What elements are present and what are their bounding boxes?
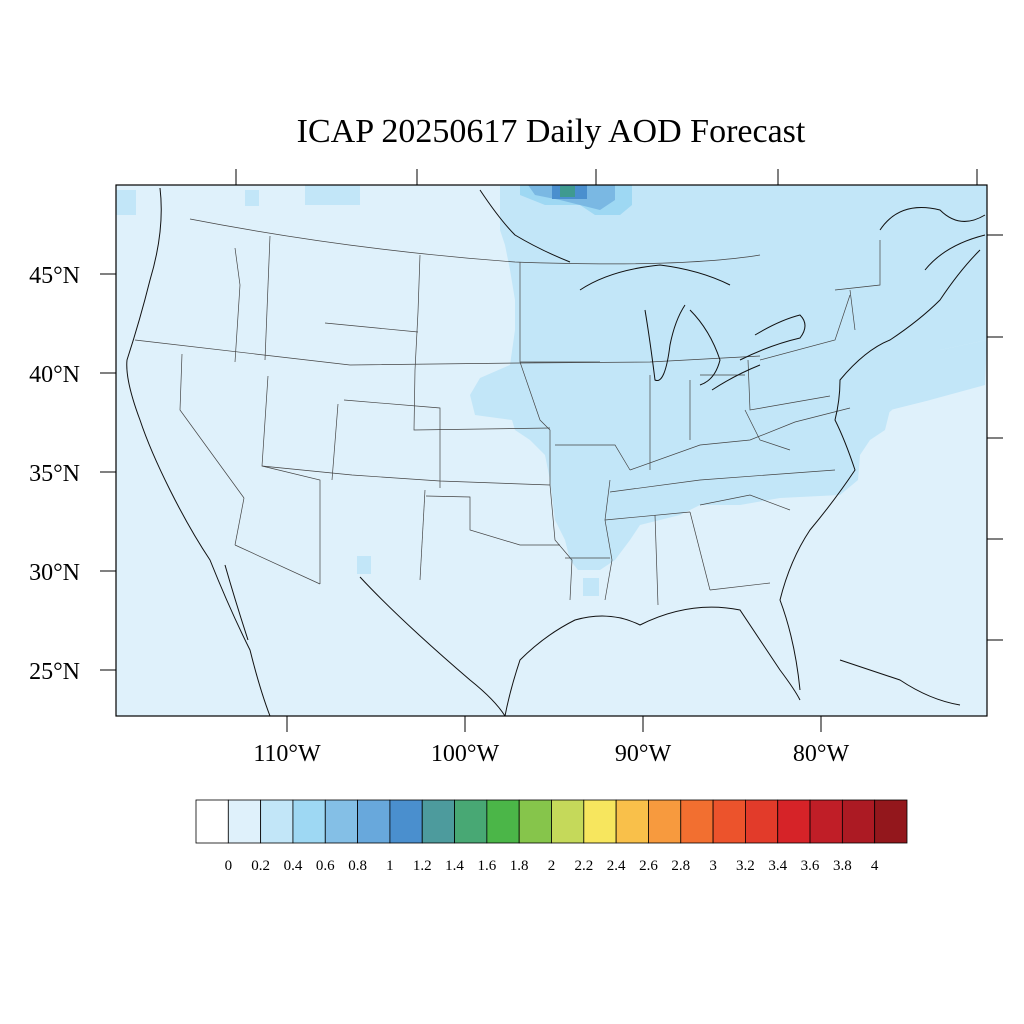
lon-label-90: 90°W	[615, 741, 672, 767]
colorbar-tick-label: 2.4	[607, 858, 626, 874]
lon-label-110: 110°W	[253, 741, 321, 767]
aod-patch-north-border	[305, 185, 360, 205]
colorbar-tick-label: 1.8	[510, 858, 529, 874]
colorbar-swatch	[712, 799, 746, 844]
lat-label-35: 35°N	[29, 461, 80, 487]
colorbar-tick-label: 0.2	[251, 858, 270, 874]
colorbar-swatch	[421, 799, 455, 844]
top-ticks	[235, 169, 978, 185]
colorbar-swatch	[777, 799, 811, 844]
colorbar-swatch	[260, 799, 294, 844]
lon-label-100: 100°W	[431, 741, 500, 767]
colorbar-swatch	[680, 799, 714, 844]
map-frame	[115, 184, 988, 717]
colorbar-swatch	[615, 799, 649, 844]
colorbar-swatch	[518, 799, 552, 844]
colorbar-tick-label: 2.6	[639, 858, 658, 874]
colorbar-labels: 0 0.2 0.4 0.6 0.8 1 1.2 1.4 1.6 1.8 2 2.2 2.4 2.6 2.8 3…	[225, 858, 879, 874]
lat-label-25: 25°N	[29, 659, 80, 685]
bottom-ticks	[286, 716, 822, 732]
aod-region-east-coast	[860, 340, 987, 430]
aod-region-central-east	[470, 185, 987, 570]
aod-field	[116, 185, 987, 596]
colorbar-swatch	[324, 799, 358, 844]
colorbar-swatch	[874, 799, 908, 844]
colorbar-swatch	[809, 799, 843, 844]
colorbar-swatch	[454, 799, 488, 844]
aod-patch-louisiana	[583, 578, 599, 596]
aod-patch-pacific-nw	[116, 190, 136, 215]
colorbar-tick-label: 2	[548, 858, 556, 874]
lat-label-45: 45°N	[29, 263, 80, 289]
coastlines	[126, 187, 986, 717]
colorbar-tick-label: 1.4	[445, 858, 464, 874]
colorbar-swatch	[357, 799, 391, 844]
colorbar-tick-label: 3.2	[736, 858, 755, 874]
state-boundaries	[134, 218, 881, 606]
figure-title: ICAP 20250617 Daily AOD Forecast	[297, 113, 806, 150]
colorbar-swatch	[551, 799, 585, 844]
colorbar-swatch	[583, 799, 617, 844]
colorbar-tick-label: 3.6	[801, 858, 820, 874]
colorbar-tick-label: 1	[386, 858, 394, 874]
aod-smoke-1.2	[560, 186, 575, 197]
colorbar-swatch	[227, 799, 262, 844]
colorbar-tick-label: 3	[709, 858, 717, 874]
aod-patch-new-mexico	[357, 556, 371, 574]
colorbar-tick-label: 3.4	[768, 858, 787, 874]
lon-label-80: 80°W	[793, 741, 850, 767]
colorbar-swatch	[841, 799, 876, 844]
colorbar-tick-label: 3.8	[833, 858, 852, 874]
colorbar-tick-label: 0.8	[348, 858, 367, 874]
colorbar	[195, 799, 908, 844]
colorbar-tick-label: 1.6	[477, 858, 496, 874]
colorbar-tick-label: 0.6	[316, 858, 335, 874]
colorbar-swatch	[195, 799, 229, 844]
colorbar-tick-label: 0.4	[284, 858, 303, 874]
colorbar-tick-label: 1.2	[413, 858, 432, 874]
lat-label-30: 30°N	[29, 560, 80, 586]
colorbar-swatch	[648, 799, 682, 844]
left-ticks	[100, 273, 116, 671]
colorbar-swatch	[745, 799, 779, 844]
colorbar-swatch	[486, 799, 520, 844]
colorbar-tick-label: 2.2	[574, 858, 593, 874]
right-ticks	[987, 234, 1003, 641]
colorbar-tick-label: 2.8	[671, 858, 690, 874]
aod-patch-montana	[245, 190, 259, 206]
colorbar-swatch	[389, 799, 423, 844]
colorbar-swatch	[292, 799, 326, 844]
colorbar-tick-label: 0	[225, 858, 233, 874]
lat-label-40: 40°N	[29, 362, 80, 388]
map-panel: 45°N 40°N 35°N 30°N 25°N 110°W 100°W 90°…	[29, 169, 1003, 767]
colorbar-tick-label: 4	[871, 858, 879, 874]
